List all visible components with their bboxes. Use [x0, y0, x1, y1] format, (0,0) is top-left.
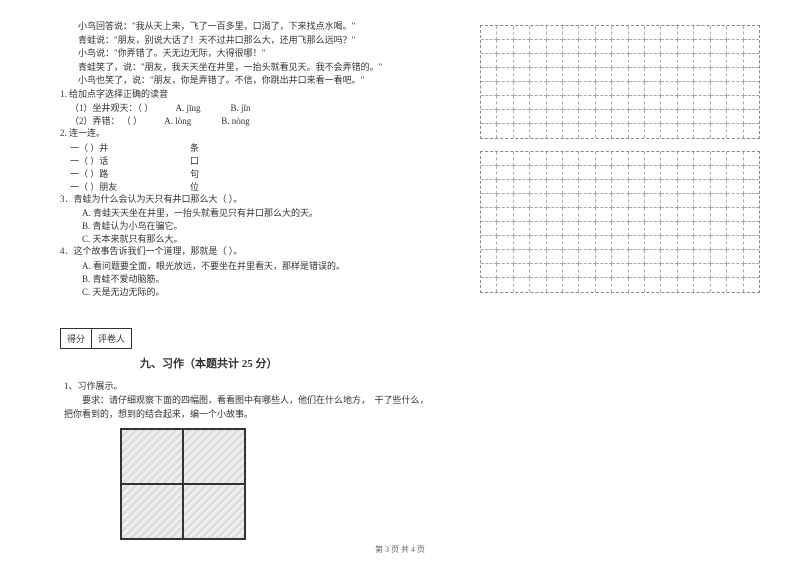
- q4-opt: A. 看问题要全面，眼光放远，不要坐在井里看天，那样是错误的。: [82, 259, 460, 272]
- q2-left: 一（ ）井: [70, 141, 190, 154]
- image-panel: [121, 484, 183, 539]
- q2-row: 一（ ）路 句: [70, 167, 460, 180]
- image-panel: [121, 429, 183, 484]
- q2-left: 一（ ）路: [70, 167, 190, 180]
- page-columns: 小鸟回答说："我从天上来，飞了一百多里，口渴了，下来找点水喝。" 青蛙说："朋友…: [60, 20, 760, 540]
- writing-grid-bottom: [480, 151, 760, 293]
- q3-label: 3．青蛙为什么会认为天只有井口那么大（ ）。: [60, 193, 460, 207]
- passage-line: 青蛙说："朋友，别说大话了！天不过井口那么大，还用飞那么远吗？": [78, 34, 460, 48]
- q2-right: 条: [190, 141, 199, 154]
- q1-opt: A. lòng: [164, 116, 191, 126]
- page-footer: 第 3 页 共 4 页: [0, 544, 800, 555]
- passage-block: 小鸟回答说："我从天上来，飞了一百多里，口渴了，下来找点水喝。" 青蛙说："朋友…: [60, 20, 460, 88]
- q2-row: 一（ ）朋友 位: [70, 180, 460, 193]
- four-panel-image: [120, 428, 246, 540]
- passage-line: 小鸟也笑了，说："朋友，你是弄错了。不信，你跳出井口来看一看吧。": [78, 74, 460, 88]
- q1-label: 1. 给加点字选择正确的读音: [60, 88, 460, 102]
- passage-line: 小鸟回答说："我从天上来，飞了一百多里，口渴了，下来找点水喝。": [78, 20, 460, 34]
- score-box: 得分 评卷人: [60, 328, 132, 349]
- q1-item-text: （2）弄错： （ ）: [70, 116, 142, 126]
- writing-line: 把你看到的，想到的结合起来，编一个小故事。: [64, 407, 460, 421]
- score-cell: 得分: [61, 329, 92, 348]
- q2-label: 2. 连一连。: [60, 127, 460, 141]
- q2-left: 一（ ）话: [70, 154, 190, 167]
- q2-right: 位: [190, 180, 199, 193]
- q2-right: 口: [190, 154, 199, 167]
- writing-line: 1、习作展示。: [64, 379, 460, 393]
- writing-line: 要求：请仔细观察下面的四幅图，看看图中有哪些人，他们在什么地方， 干了些什么，: [64, 393, 460, 407]
- q1-item: （2）弄错： （ ） A. lòng B. nòng: [70, 114, 460, 127]
- q4-opt: C. 天是无边无际的。: [82, 285, 460, 298]
- q1-item-text: （1）坐井观天：（ ）: [70, 103, 153, 113]
- q2-left: 一（ ）朋友: [70, 180, 190, 193]
- score-cell: 评卷人: [92, 329, 131, 348]
- q2-row: 一（ ）话 口: [70, 154, 460, 167]
- q1-item: （1）坐井观天：（ ） A. jīng B. jǐn: [70, 101, 460, 114]
- q3-opt: A. 青蛙天天坐在井里，一抬头就看见只有井口那么大的天。: [82, 206, 460, 219]
- q4-opt: B. 青蛙不爱动脑筋。: [82, 272, 460, 285]
- q1-opt: B. nòng: [221, 116, 250, 126]
- image-panel: [183, 429, 245, 484]
- q2-row: 一（ ）井 条: [70, 141, 460, 154]
- q2-right: 句: [190, 167, 199, 180]
- q1-opt: B. jǐn: [231, 103, 251, 113]
- q1-opt: A. jīng: [176, 103, 201, 113]
- left-column: 小鸟回答说："我从天上来，飞了一百多里，口渴了，下来找点水喝。" 青蛙说："朋友…: [60, 20, 460, 540]
- passage-line: 小鸟说："你弄错了。天无边无际，大得很哪！": [78, 47, 460, 61]
- q3-opt: B. 青蛙认为小鸟在骗它。: [82, 219, 460, 232]
- image-panel: [183, 484, 245, 539]
- q4-label: 4．这个故事告诉我们一个道理，那就是（ ）。: [60, 245, 460, 259]
- right-column: [480, 20, 760, 540]
- q3-opt: C. 天本来就只有那么大。: [82, 232, 460, 245]
- writing-grid-top: [480, 25, 760, 139]
- section-title: 九、习作（本题共计 25 分）: [140, 355, 460, 371]
- passage-line: 青蛙笑了，说："朋友，我天天坐在井里，一抬头就看见天。我不会弄错的。": [78, 61, 460, 75]
